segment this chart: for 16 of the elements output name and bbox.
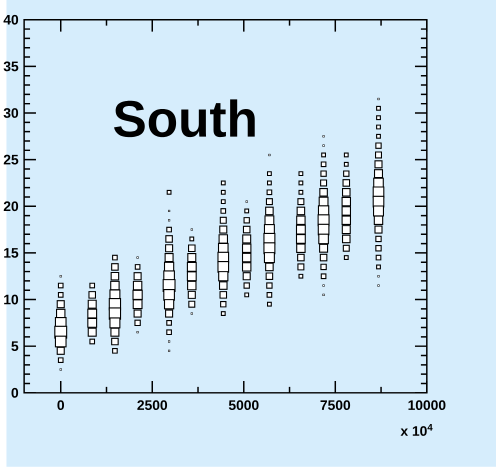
x-tick-label: 7500 (320, 400, 350, 410)
x-tick-label: 5000 (228, 400, 259, 410)
y-tick-label: 20 (4, 201, 18, 212)
y-tick-label: 5 (11, 341, 18, 352)
x-tick-label: 2500 (137, 400, 168, 410)
y-tick-label: 10 (4, 294, 18, 305)
y-tick-label: 0 (12, 388, 18, 398)
y-tick-label: 35 (4, 62, 18, 72)
x-tick-label: 10000 (408, 400, 446, 410)
y-tick-label: 15 (4, 248, 18, 258)
x-axis-title: x 10$^{4}$ (400, 424, 433, 436)
text: South (114, 100, 255, 138)
y-tick-label: 30 (4, 108, 18, 118)
y-tick-label: 25 (4, 154, 18, 165)
x-tick-label: 0 (57, 400, 64, 410)
y-tick-label: 40 (4, 14, 18, 25)
